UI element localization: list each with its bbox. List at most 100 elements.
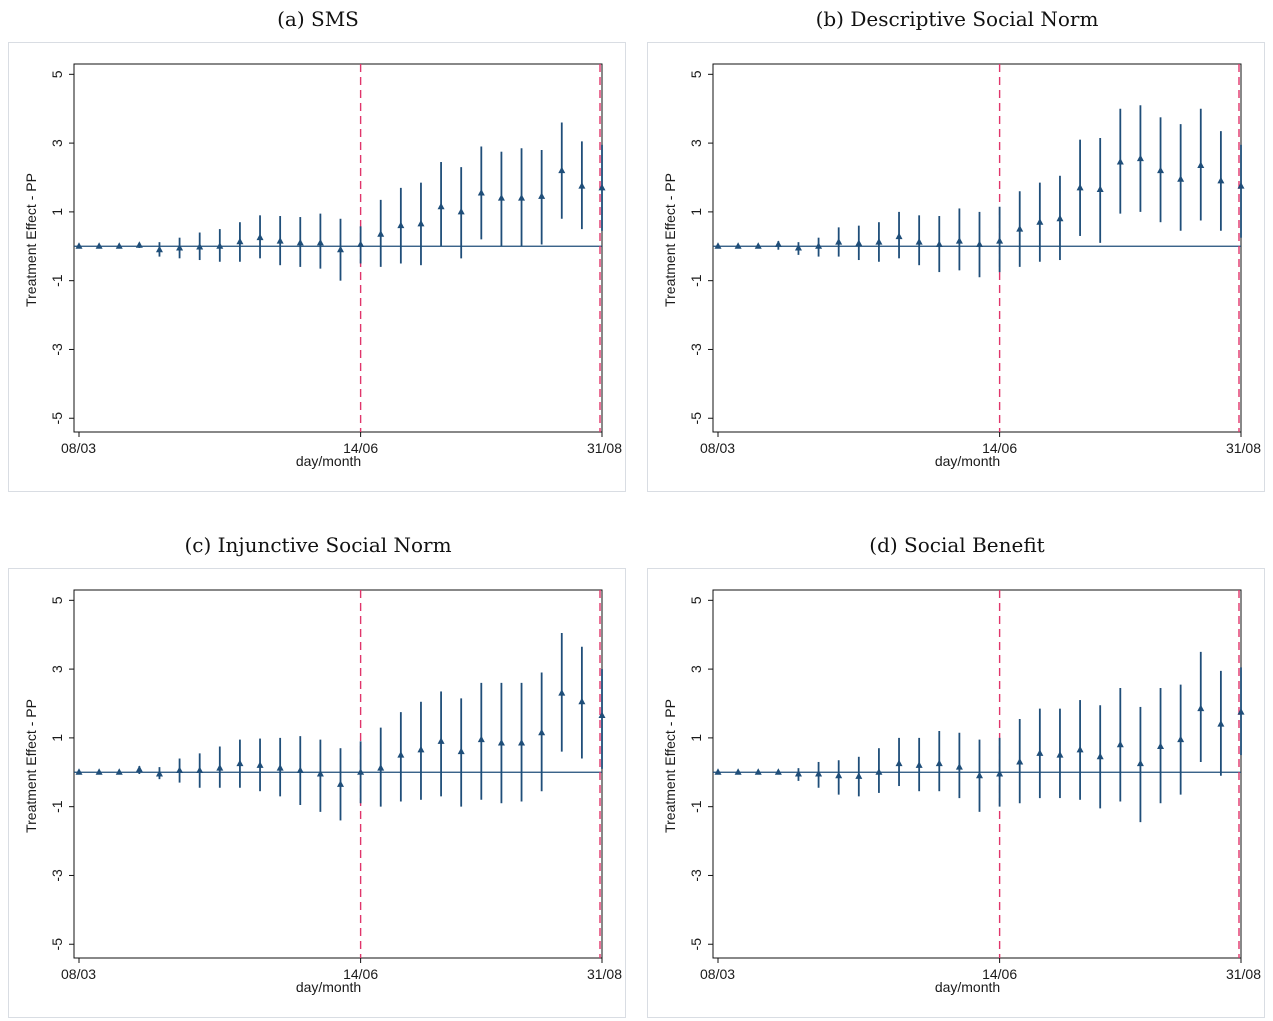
plot-border — [73, 63, 603, 433]
x-axis-title: day/month — [935, 453, 1000, 469]
point-estimate-marker — [538, 192, 546, 199]
y-axis-title: Treatment Effect - PP — [662, 699, 678, 833]
point-estimate-marker — [377, 764, 385, 771]
y-tick-label: -3 — [49, 343, 65, 356]
point-estimate-marker — [794, 244, 802, 251]
y-tick-label: 1 — [49, 208, 65, 216]
x-tick-label: 08/03 — [61, 966, 96, 982]
chart-injunctive-social-norm: 5 3 1 -1 -3 -5 08/03 14/06 31/08 day/month Treatme… — [23, 589, 622, 995]
point-estimate-marker — [996, 237, 1004, 244]
point-estimate-marker — [477, 188, 485, 196]
point-estimate-marker — [578, 182, 586, 189]
point-estimate-marker — [497, 194, 505, 201]
y-tick-label: 3 — [49, 665, 65, 673]
x-tick-label: 14/06 — [982, 966, 1017, 982]
point-estimate-marker — [875, 238, 883, 245]
point-estimate-marker — [276, 764, 284, 771]
x-axis-title: day/month — [296, 979, 361, 995]
point-estimate-marker — [875, 768, 883, 775]
point-estimate-marker — [176, 244, 184, 251]
chart-frame — [647, 42, 1265, 492]
point-estimate-marker — [855, 772, 863, 779]
x-tick-label: 31/08 — [587, 440, 622, 456]
point-estimate-marker — [714, 768, 722, 775]
point-estimate-marker — [935, 759, 943, 767]
point-estimate-marker — [1116, 158, 1124, 165]
point-estimate-marker — [734, 242, 742, 249]
point-estimate-marker — [337, 245, 344, 253]
point-estimate-marker — [1096, 185, 1104, 193]
point-estimate-marker — [417, 745, 425, 753]
y-tick-label: -1 — [688, 800, 704, 813]
point-estimate-marker — [1036, 749, 1044, 756]
point-estimate-marker — [115, 768, 123, 775]
point-estimate-marker — [1217, 176, 1225, 184]
point-estimate-marker — [377, 230, 385, 237]
point-estimate-marker — [437, 737, 445, 744]
point-estimate-marker — [477, 735, 485, 743]
point-estimate-marker — [1036, 218, 1044, 225]
y-tick-label: -3 — [688, 343, 704, 356]
point-estimate-marker — [296, 238, 304, 246]
point-estimate-marker — [196, 242, 204, 250]
point-estimate-marker — [915, 238, 923, 245]
chart-frame — [647, 568, 1265, 1018]
point-estimate-marker — [996, 770, 1004, 777]
point-estimate-marker — [397, 221, 405, 229]
y-tick-label: 1 — [49, 734, 65, 742]
x-tick-label: 08/03 — [700, 966, 735, 982]
x-tick-label: 14/06 — [343, 440, 378, 456]
panel-caption: (b) Descriptive Social Norm — [815, 7, 1099, 31]
point-estimate-marker — [95, 768, 103, 775]
point-estimate-marker — [774, 240, 782, 248]
point-estimate-marker — [75, 242, 83, 249]
chart-frame — [8, 42, 626, 492]
point-estimate-marker — [794, 770, 802, 777]
point-estimate-marker — [276, 237, 284, 244]
point-estimate-marker — [754, 768, 762, 775]
point-estimate-marker — [196, 766, 204, 774]
y-tick-label: 1 — [688, 208, 704, 216]
x-axis-title: day/month — [296, 453, 361, 469]
point-estimate-marker — [216, 764, 224, 771]
y-tick-label: 3 — [688, 139, 704, 147]
point-estimate-marker — [1056, 751, 1064, 758]
plot-border — [712, 589, 1242, 959]
y-tick-label: -3 — [49, 869, 65, 882]
y-tick-label: -1 — [688, 274, 704, 287]
point-estimate-marker — [1177, 735, 1185, 743]
x-axis-title: day/month — [935, 979, 1000, 995]
plot-border — [712, 63, 1242, 433]
point-estimate-marker — [357, 240, 365, 248]
point-estimate-marker — [955, 237, 963, 244]
y-tick-label: -1 — [49, 800, 65, 813]
x-tick-label: 08/03 — [700, 440, 735, 456]
panel-caption: (d) Social Benefit — [869, 533, 1045, 557]
point-estimate-marker — [598, 711, 606, 719]
point-estimate-marker — [457, 207, 465, 215]
point-estimate-marker — [815, 770, 823, 777]
point-estimate-marker — [976, 771, 983, 779]
point-estimate-marker — [397, 751, 405, 758]
x-tick-label: 31/08 — [1226, 966, 1261, 982]
point-estimate-marker — [955, 763, 963, 770]
point-estimate-marker — [357, 768, 365, 775]
point-estimate-marker — [558, 166, 566, 174]
y-tick-label: 1 — [688, 734, 704, 742]
x-tick-label: 14/06 — [343, 966, 378, 982]
chart-descriptive-social-norm: 5 3 1 -1 -3 -5 08/03 14/06 31/08 day/month Treatme… — [662, 63, 1261, 469]
x-tick-label: 14/06 — [982, 440, 1017, 456]
y-axis-title: Treatment Effect - PP — [23, 173, 39, 307]
point-estimate-marker — [457, 747, 465, 755]
point-estimate-marker — [176, 766, 184, 774]
y-tick-label: -5 — [688, 938, 704, 951]
point-estimate-marker — [518, 739, 526, 746]
point-estimate-marker — [155, 770, 163, 777]
point-estimate-marker — [236, 237, 244, 245]
y-tick-label: 5 — [688, 70, 704, 78]
point-estimate-marker — [1076, 183, 1084, 191]
point-estimate-marker — [895, 759, 903, 767]
point-estimate-marker — [437, 202, 445, 210]
y-tick-label: -5 — [49, 938, 65, 951]
point-estimate-marker — [236, 759, 244, 767]
